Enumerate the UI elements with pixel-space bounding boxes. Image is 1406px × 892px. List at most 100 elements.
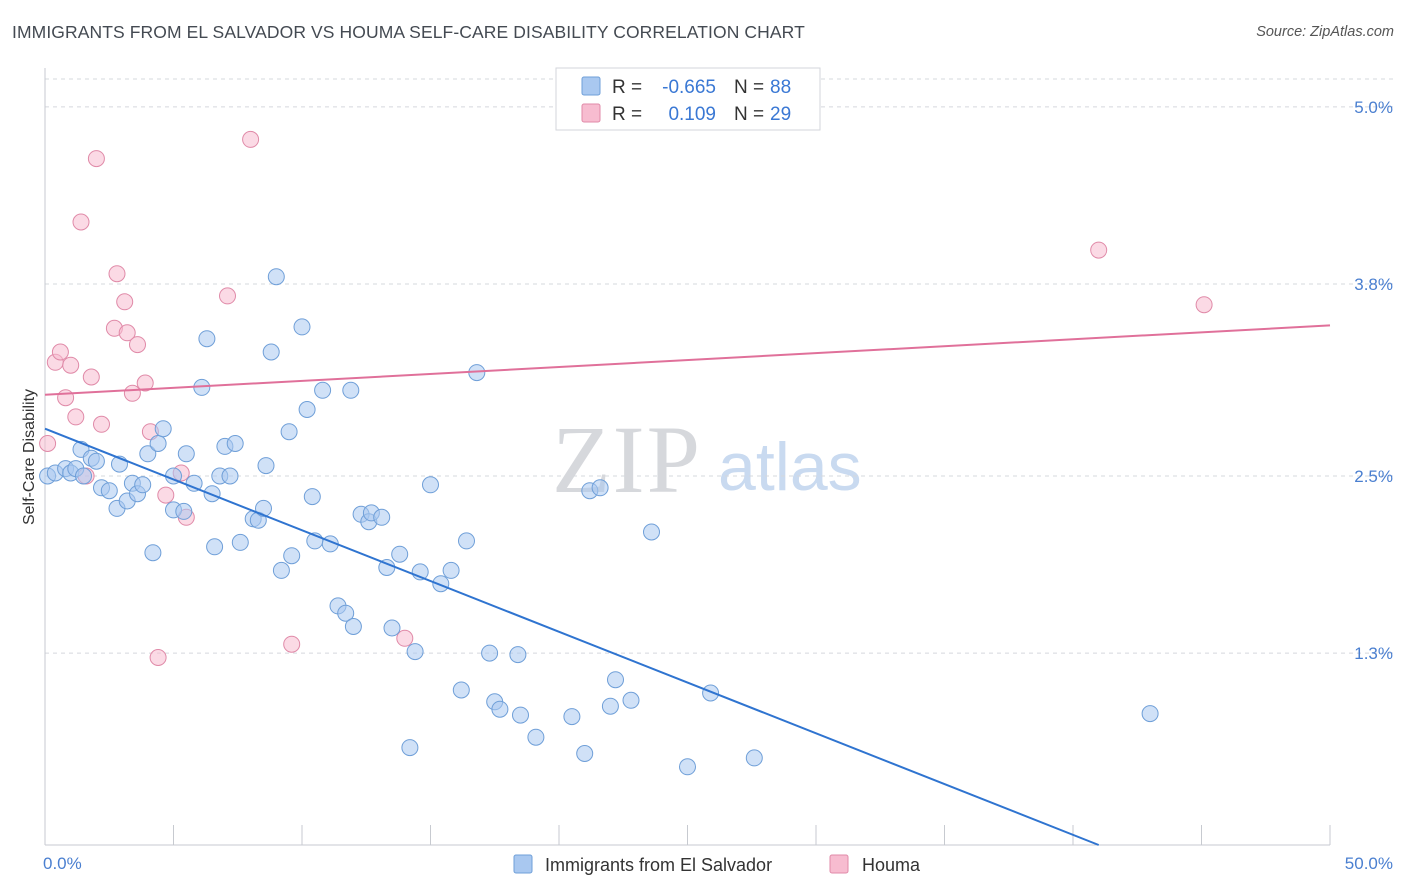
houma-point-27 <box>1090 241 1108 259</box>
y-axis-label: Self-Care Disability <box>21 389 38 525</box>
legend-r-value-2: 0.109 <box>668 104 716 125</box>
el-salvador-point-83 <box>643 523 660 541</box>
el-salvador-point-73 <box>509 646 527 664</box>
houma-point-23 <box>219 287 236 305</box>
el-salvador-point-76 <box>563 708 581 726</box>
el-salvador-point-44 <box>293 318 311 336</box>
el-salvador-point-41 <box>272 561 290 579</box>
y-tick-label-0: 1.3% <box>1354 644 1393 663</box>
el-salvador-trend-line <box>44 427 1100 846</box>
y-tick-label-2: 3.8% <box>1354 275 1393 294</box>
el-salvador-point-51 <box>337 604 355 622</box>
grid-lines <box>45 78 1395 654</box>
el-salvador-point-61 <box>401 739 419 757</box>
el-salvador-points <box>39 268 1159 776</box>
series-legend-swatch-pink <box>829 854 849 874</box>
legend: R = -0.665 N = 88 R = 0.109 N = 29 <box>555 67 821 131</box>
el-salvador-point-38 <box>257 457 275 475</box>
houma-point-16 <box>129 336 146 354</box>
y-tick-labels: 1.3% 2.5% 3.8% 5.0% <box>1354 98 1393 663</box>
el-salvador-point-68 <box>458 532 475 550</box>
houma-point-4 <box>62 356 80 374</box>
el-salvador-point-62 <box>406 643 424 661</box>
houma-point-26 <box>396 629 414 647</box>
chart-title: IMMIGRANTS FROM EL SALVADOR VS HOUMA SEL… <box>12 22 805 42</box>
axes <box>44 68 1331 846</box>
el-salvador-point-16 <box>134 476 152 494</box>
x-tick-labels: 0.0% 50.0% <box>43 854 1393 873</box>
houma-point-0 <box>39 435 57 452</box>
houma-point-13 <box>116 293 134 311</box>
el-salvador-point-60 <box>391 545 409 563</box>
el-salvador-point-85 <box>702 684 720 702</box>
legend-r-label-2: R = <box>612 104 642 125</box>
houma-point-19 <box>149 649 167 666</box>
el-salvador-point-34 <box>231 533 249 551</box>
houma-point-17 <box>136 374 154 392</box>
houma-point-10 <box>93 415 110 433</box>
el-salvador-point-8 <box>87 452 105 470</box>
el-salvador-point-82 <box>622 691 640 709</box>
el-salvador-point-23 <box>177 445 195 463</box>
el-salvador-point-40 <box>267 268 285 286</box>
el-salvador-point-39 <box>262 343 280 361</box>
el-salvador-point-27 <box>198 330 216 348</box>
series-legend-swatch-blue <box>513 854 533 874</box>
el-salvador-point-81 <box>607 671 624 689</box>
el-salvador-point-19 <box>149 435 167 452</box>
houma-point-25 <box>283 635 301 653</box>
el-salvador-point-24 <box>175 502 193 520</box>
legend-r-value-1: -0.665 <box>662 77 716 98</box>
houma-point-20 <box>157 486 175 504</box>
x-tick-label-max: 50.0% <box>1345 854 1393 873</box>
el-salvador-point-48 <box>314 381 332 399</box>
watermark-atlas: atlas <box>718 429 862 505</box>
legend-n-value-1: 88 <box>770 77 791 98</box>
legend-r-label-1: R = <box>612 77 642 98</box>
series-legend: Immigrants from El Salvador Houma <box>513 854 921 875</box>
el-salvador-point-52 <box>342 381 360 399</box>
el-salvador-point-70 <box>481 644 499 662</box>
el-salvador-point-45 <box>298 401 316 418</box>
el-salvador-point-74 <box>512 706 529 724</box>
houma-point-3 <box>57 389 75 407</box>
el-salvador-point-29 <box>206 538 224 556</box>
houma-point-5 <box>67 408 85 426</box>
houma-point-6 <box>72 213 90 231</box>
el-salvador-point-20 <box>154 420 172 438</box>
el-salvador-point-33 <box>226 435 244 452</box>
el-salvador-point-67 <box>452 681 470 699</box>
houma-point-24 <box>242 130 260 148</box>
watermark: ZIP atlas <box>552 406 862 513</box>
x-tick-label-min: 0.0% <box>43 854 82 873</box>
el-salvador-point-59 <box>383 619 401 637</box>
watermark-zip: ZIP <box>552 406 702 513</box>
houma-point-12 <box>108 265 126 283</box>
legend-n-label-2: N = <box>734 104 764 125</box>
el-salvador-point-6 <box>75 467 92 485</box>
el-salvador-point-84 <box>679 758 696 776</box>
y-tick-label-3: 5.0% <box>1354 98 1393 117</box>
el-salvador-point-43 <box>283 547 301 565</box>
trend-lines <box>44 324 1331 846</box>
el-salvador-point-42 <box>280 423 298 441</box>
legend-swatch-pink <box>581 103 601 123</box>
houma-point-9 <box>87 150 105 168</box>
el-salvador-point-79 <box>591 479 609 497</box>
el-salvador-point-77 <box>576 745 594 762</box>
houma-point-2 <box>51 343 69 361</box>
houma-point-15 <box>123 384 141 402</box>
el-salvador-point-87 <box>1141 705 1159 723</box>
el-salvador-point-46 <box>303 488 321 506</box>
el-salvador-point-53 <box>344 618 362 635</box>
houma-points <box>39 130 1213 666</box>
houma-point-28 <box>1195 296 1213 314</box>
el-salvador-point-17 <box>139 445 157 463</box>
legend-swatch-blue <box>581 76 601 96</box>
el-salvador-point-57 <box>373 508 391 526</box>
el-salvador-point-66 <box>442 561 460 579</box>
el-salvador-point-64 <box>422 476 439 494</box>
legend-n-value-2: 29 <box>770 104 791 125</box>
el-salvador-point-86 <box>745 749 763 767</box>
